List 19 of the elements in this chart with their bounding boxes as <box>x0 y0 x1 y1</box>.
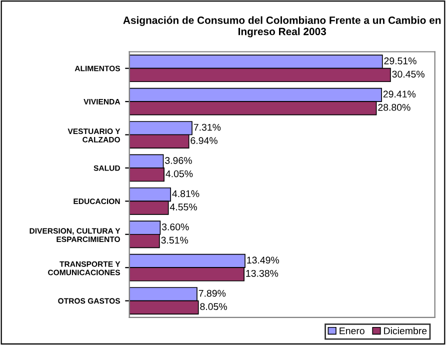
data-label: 4.81% <box>172 190 200 198</box>
data-label: 28.80% <box>378 104 410 111</box>
data-label: 6.94% <box>190 137 218 144</box>
data-label: 7.31% <box>194 124 221 131</box>
data-label: 3.51% <box>161 236 188 244</box>
data-label: 29.51% <box>384 57 416 64</box>
data-label: 7.89% <box>198 290 226 297</box>
legend-label: Enero <box>340 327 364 334</box>
data-label: 13.49% <box>247 256 280 264</box>
chart-title: Asignación de Consumo del Colombiano Frente a un Cambio en Ingreso Real 2003 <box>123 16 441 38</box>
legend-label: Diciembre <box>384 327 427 334</box>
data-label: 13.38% <box>246 270 278 277</box>
data-label: 8.05% <box>200 303 227 310</box>
data-label: 4.05% <box>166 170 193 178</box>
data-label: 3.96% <box>165 157 192 164</box>
data-label: 30.45% <box>392 70 424 78</box>
data-label: 3.60% <box>162 223 189 230</box>
data-label: 4.55% <box>170 204 197 210</box>
data-label: 29.41% <box>383 90 416 98</box>
